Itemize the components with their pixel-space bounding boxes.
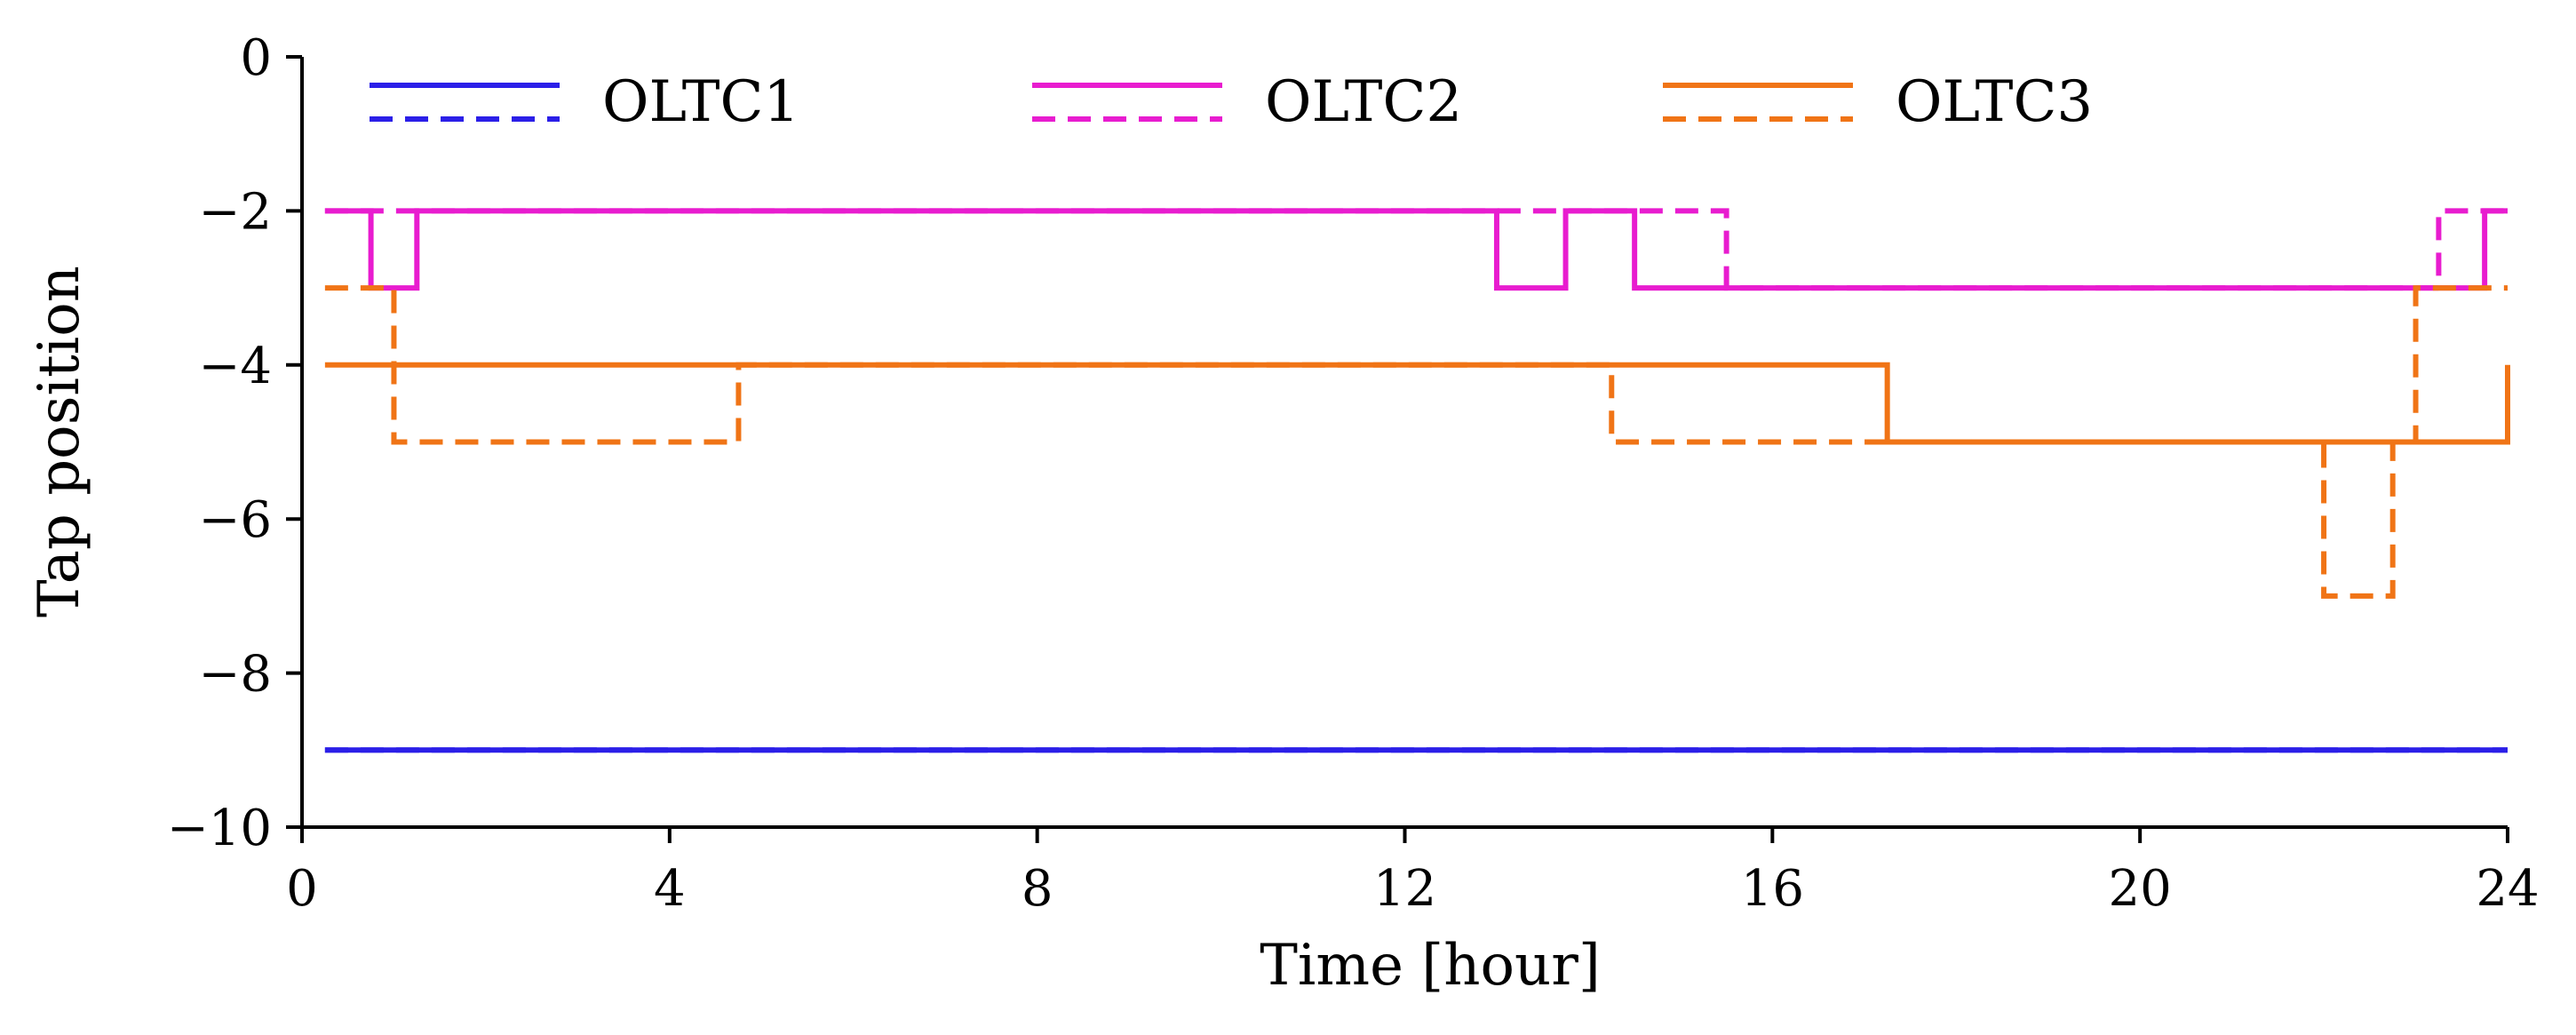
x-tick-label-2: 8 — [1022, 860, 1053, 918]
y-tick-label-3: −6 — [198, 491, 272, 549]
legend-label-oltc3: OLTC3 — [1896, 69, 2093, 135]
x-axis-title: Time [hour] — [1260, 933, 1601, 999]
plot-lines — [324, 208, 2510, 753]
y-tick-label-0: 0 — [240, 29, 272, 87]
x-tick-label-0: 0 — [286, 860, 318, 918]
series-line-oltc3-dashed — [324, 285, 2508, 599]
legend-label-oltc2: OLTC2 — [1265, 69, 1462, 135]
ticks: 0 4 8 12 16 20 24 0 −2 −4 −6 −8 −10 — [167, 29, 2540, 918]
x-tick-label-4: 16 — [1741, 860, 1804, 918]
y-tick-label-5: −10 — [167, 800, 272, 857]
series-line-oltc2-solid — [324, 208, 2508, 291]
legend: OLTC1 OLTC2 OLTC3 — [370, 69, 2093, 135]
x-tick-label-1: 4 — [654, 860, 686, 918]
x-tick-label-6: 24 — [2476, 860, 2539, 918]
series-line-oltc2-dashed — [324, 208, 2508, 291]
y-tick-label-1: −2 — [198, 183, 272, 241]
legend-label-oltc1: OLTC1 — [602, 69, 799, 135]
y-axis-title: Tap position — [27, 266, 92, 617]
x-tick-label-5: 20 — [2109, 860, 2172, 918]
y-tick-label-2: −4 — [198, 338, 272, 395]
x-tick-label-3: 12 — [1373, 860, 1436, 918]
series-line-oltc3-solid — [324, 362, 2510, 445]
y-tick-label-4: −8 — [198, 646, 272, 704]
